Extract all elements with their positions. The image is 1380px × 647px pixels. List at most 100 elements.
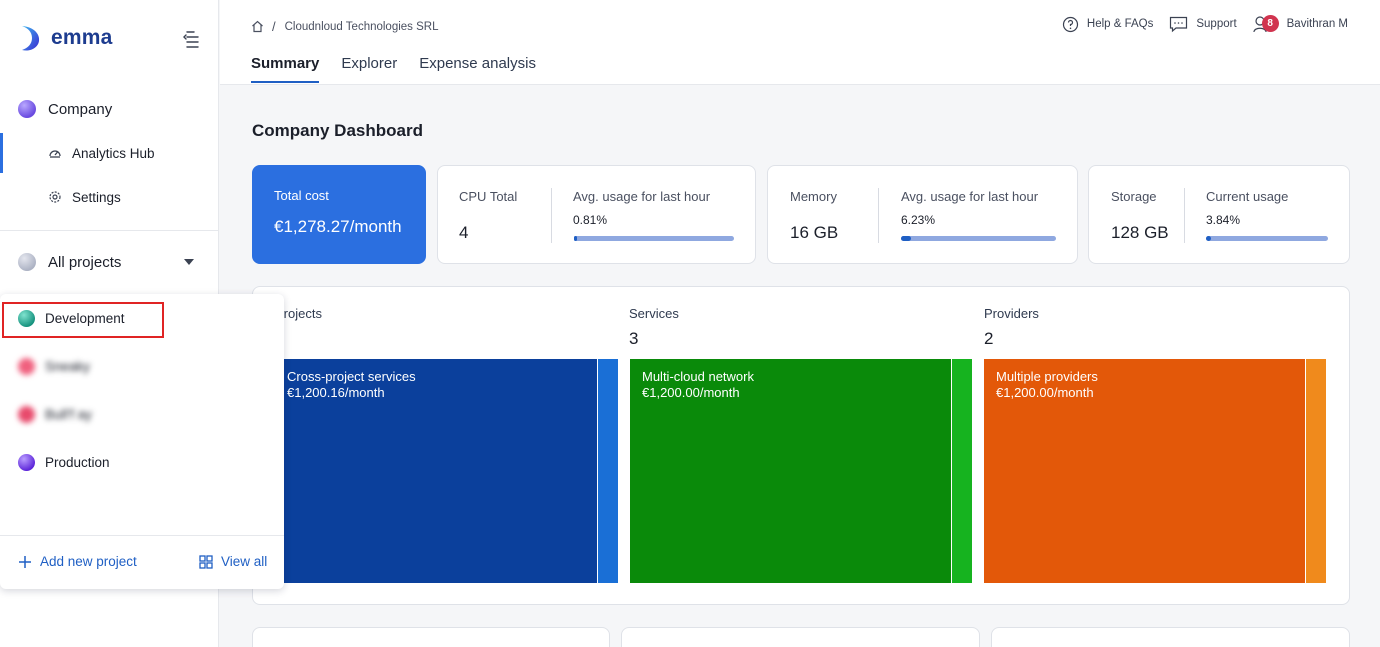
top-bar: / Cloudnloud Technologies SRL Help & FAQ…	[220, 0, 1380, 85]
tab-expense-analysis[interactable]: Expense analysis	[419, 55, 536, 72]
project-item-blurred-2[interactable]: Bull'f ay	[18, 406, 92, 423]
card-divider	[551, 188, 552, 243]
memory-label: Memory	[790, 189, 837, 204]
storage-value: 128 GB	[1111, 223, 1169, 242]
card-divider	[1184, 188, 1185, 243]
view-all-button[interactable]: View all	[199, 554, 267, 569]
tab-explorer[interactable]: Explorer	[341, 55, 398, 72]
sidebar-item-label: Settings	[72, 189, 121, 205]
view-all-label: View all	[221, 554, 268, 569]
emma-logo-icon	[18, 24, 42, 52]
total-cost-label: Total cost	[274, 188, 329, 203]
page-title: Company Dashboard	[252, 121, 423, 140]
providers-title: Providers	[984, 306, 1039, 321]
cpu-usage-value: 0.81%	[573, 213, 608, 227]
card-divider	[878, 188, 879, 243]
sidebar-divider	[0, 230, 219, 231]
plus-icon	[19, 555, 31, 568]
projects-block-secondary[interactable]	[598, 359, 618, 583]
tab-summary[interactable]: Summary	[251, 55, 320, 83]
project-item-development[interactable]: Development	[18, 310, 125, 327]
storage-usage-fill	[1206, 236, 1211, 241]
chat-icon	[1170, 16, 1188, 32]
user-menu[interactable]: 8 Bavithran M	[1253, 15, 1348, 33]
sidebar-item-settings[interactable]: Settings	[0, 177, 219, 217]
cpu-usage-label: Avg. usage for last hour	[573, 189, 711, 204]
storage-usage-value: 3.84%	[1206, 213, 1241, 227]
total-cost-card[interactable]: Total cost €1,278.27/month	[252, 165, 426, 264]
collapse-menu-icon[interactable]	[182, 28, 202, 50]
support-label: Support	[1196, 18, 1237, 30]
memory-card[interactable]: Memory 16 GB Avg. usage for last hour 6.…	[767, 165, 1078, 264]
cpu-usage-bar	[574, 236, 734, 241]
storage-usage-label: Current usage	[1206, 189, 1289, 204]
company-section[interactable]: Company	[18, 100, 112, 118]
bottom-card-1	[252, 627, 610, 647]
storage-label: Storage	[1111, 189, 1157, 204]
dropdown-divider	[0, 535, 284, 536]
project-item-production[interactable]: Production	[18, 454, 110, 471]
user-name: Bavithran M	[1286, 18, 1348, 30]
project-label: Sneaky	[45, 359, 91, 374]
help-icon	[1062, 16, 1078, 32]
all-projects-icon	[18, 253, 36, 271]
add-project-button[interactable]: Add new project	[18, 554, 137, 569]
breakdown-panel: Projects Cross-project services €1,200.1…	[252, 286, 1350, 605]
project-icon	[18, 358, 35, 375]
providers-block[interactable]: Multiple providers €1,200.00/month	[984, 359, 1305, 583]
services-count: 3	[629, 329, 639, 348]
top-links: Help & FAQs Support 8 Bavithran M	[1046, 15, 1348, 33]
total-cost-value: €1,278.27/month	[274, 217, 402, 236]
breadcrumb: / Cloudnloud Technologies SRL	[251, 19, 439, 34]
help-label: Help & FAQs	[1086, 18, 1154, 30]
grid-icon	[199, 554, 213, 569]
memory-usage-label: Avg. usage for last hour	[901, 189, 1039, 204]
gauge-icon	[48, 146, 62, 160]
notification-badge[interactable]: 8	[1261, 15, 1279, 32]
app-name: emma	[51, 26, 113, 49]
bottom-card-3	[991, 627, 1350, 647]
gear-icon	[48, 190, 62, 204]
memory-usage-bar	[901, 236, 1056, 241]
tabs: Summary Explorer Expense analysis	[251, 55, 558, 83]
highlight-box	[2, 302, 164, 338]
services-block-value: €1,200.00/month	[642, 385, 740, 400]
cpu-label: CPU Total	[459, 189, 518, 204]
providers-block-secondary[interactable]	[1306, 359, 1326, 583]
providers-block-value: €1,200.00/month	[996, 385, 1094, 400]
providers-count: 2	[984, 329, 994, 348]
cpu-value: 4	[459, 223, 469, 242]
memory-usage-value: 6.23%	[901, 213, 936, 227]
cpu-usage-fill	[574, 236, 578, 241]
services-block-label: Multi-cloud network	[642, 369, 754, 384]
logo[interactable]: emma	[18, 24, 113, 52]
project-label: Bull'f ay	[45, 407, 92, 422]
projects-block-label: Cross-project services	[287, 369, 416, 384]
home-icon[interactable]	[251, 20, 264, 33]
projects-block[interactable]: Cross-project services €1,200.16/month	[275, 359, 597, 583]
sidebar-item-analytics-hub[interactable]: Analytics Hub	[0, 133, 219, 173]
breadcrumb-company[interactable]: Cloudnloud Technologies SRL	[284, 20, 439, 33]
services-block-secondary[interactable]	[952, 359, 972, 583]
all-projects-label: All projects	[48, 253, 122, 271]
sidebar-item-label: Analytics Hub	[72, 145, 155, 161]
chevron-down-icon[interactable]	[184, 259, 194, 265]
projects-block-value: €1,200.16/month	[287, 385, 385, 400]
company-icon	[18, 100, 36, 118]
all-projects-selector[interactable]: All projects	[18, 253, 194, 271]
projects-title: Projects	[275, 306, 322, 321]
add-project-label: Add new project	[40, 554, 137, 569]
cpu-card[interactable]: CPU Total 4 Avg. usage for last hour 0.8…	[437, 165, 756, 264]
project-label: Development	[45, 311, 125, 326]
company-label: Company	[48, 100, 113, 118]
avatar: 8	[1253, 15, 1279, 33]
storage-card[interactable]: Storage 128 GB Current usage 3.84%	[1088, 165, 1350, 264]
services-block[interactable]: Multi-cloud network €1,200.00/month	[630, 359, 951, 583]
project-label: Production	[45, 455, 110, 470]
project-item-blurred-1[interactable]: Sneaky	[18, 358, 90, 375]
support-link[interactable]: Support	[1169, 16, 1237, 33]
help-link[interactable]: Help & FAQs	[1062, 16, 1153, 33]
project-icon	[18, 310, 35, 327]
projects-dropdown: Development Sneaky Bull'f ay Production …	[0, 294, 284, 589]
providers-block-label: Multiple providers	[996, 369, 1098, 384]
